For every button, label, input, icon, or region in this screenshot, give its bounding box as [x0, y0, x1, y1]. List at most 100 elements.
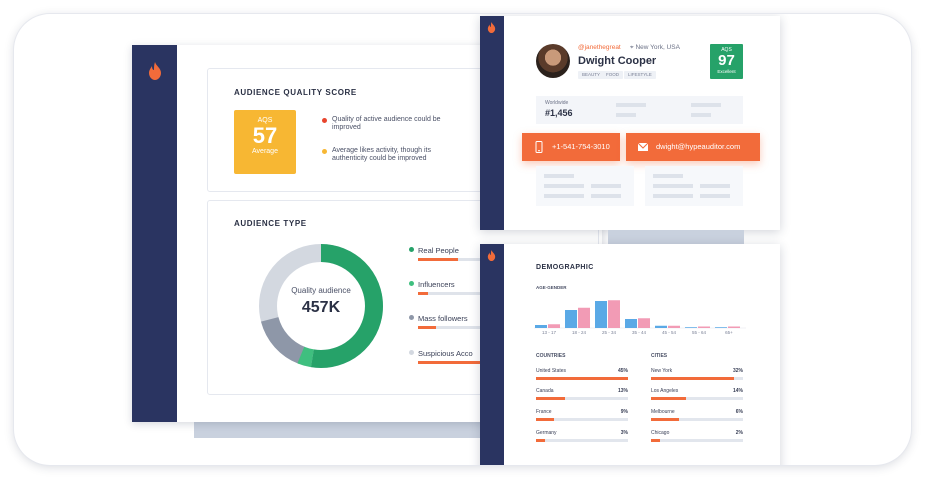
aqs-value: 97: [718, 52, 735, 69]
legend-bar-fill: [418, 292, 428, 295]
city-row: Chicago 2%: [651, 430, 743, 442]
country-name: Germany: [536, 430, 557, 436]
legend-label: Suspicious Acco: [418, 349, 473, 358]
country-row: Canada 13%: [536, 388, 628, 400]
legend-bar-fill: [418, 361, 482, 364]
yellow-dot-icon: [322, 149, 327, 154]
location-pin-icon: ⌖: [630, 44, 634, 51]
legend-label: Real People: [418, 246, 459, 255]
quality-note: Average likes activity, though its authe…: [322, 147, 452, 163]
aqs-value: 57: [252, 123, 278, 148]
avatar[interactable]: [536, 44, 570, 78]
age-bar: [668, 325, 680, 328]
profile-handle[interactable]: @janethegreat: [578, 44, 621, 51]
city-pct: 14%: [732, 388, 743, 394]
aqs-label: AQS: [257, 117, 273, 124]
city-row: New York 32%: [651, 368, 743, 380]
city-bar-fill: [651, 439, 661, 442]
demographic-card: DEMOGRAPHIC AGE·GENDER 13 - 17 18 - 24 25 …: [480, 244, 780, 465]
placeholder-block: [645, 166, 743, 206]
city-name: Melbourne: [651, 409, 675, 415]
age-bar: [578, 307, 590, 328]
demographic-sidebar: [480, 244, 504, 465]
aqs-score-badge: AQS 97 Excellent: [710, 44, 743, 79]
age-tick-label: 18 - 24: [571, 330, 586, 335]
aqs-label: AQS: [721, 47, 732, 53]
flame-logo-icon[interactable]: [148, 62, 162, 80]
donut-center-value: 457K: [301, 299, 341, 316]
profile-tag[interactable]: FOOD: [602, 71, 623, 79]
country-row: Germany 3%: [536, 430, 628, 442]
rank-value: #1,456: [545, 108, 573, 118]
placeholder-line: [653, 174, 683, 178]
country-bar-fill: [536, 397, 566, 400]
city-bar: [651, 377, 743, 380]
country-pct: 9%: [620, 409, 628, 415]
country-bar: [536, 377, 628, 380]
flame-logo-icon[interactable]: [487, 250, 496, 261]
age-bar: [685, 327, 697, 328]
legend-bar: [418, 361, 498, 364]
age-bar: [715, 327, 727, 328]
worldwide-rank: Worldwide #1,456: [536, 96, 743, 124]
quality-note: Quality of active audience could be impr…: [322, 116, 452, 132]
rank-label: Worldwide: [545, 100, 569, 106]
mail-icon: [638, 142, 648, 151]
placeholder-line: [591, 194, 621, 198]
profile-name: Dwight Cooper: [578, 55, 657, 67]
placeholder-line: [544, 174, 574, 178]
city-name: Chicago: [651, 430, 670, 436]
light-gray-dot-icon: [409, 350, 414, 355]
email-button[interactable]: dwight@hypeauditor.com: [626, 133, 760, 161]
country-bar: [536, 397, 628, 400]
placeholder-line: [691, 103, 721, 107]
age-tick-label: 13 - 17: [541, 330, 556, 335]
placeholder-line: [544, 184, 584, 188]
phone-button[interactable]: +1-541-754-3010: [522, 133, 620, 161]
city-row: Los Angeles 14%: [651, 388, 743, 400]
donut-center: Quality audience 457K: [256, 241, 386, 371]
age-bar: [565, 310, 577, 328]
donut-segment-real: [259, 244, 383, 368]
audience-donut-chart: [259, 244, 383, 368]
age-bar: [625, 319, 637, 328]
city-bar: [651, 397, 743, 400]
influencer-profile-card: @janethegreat ⌖ New York, USA Dwight Coo…: [480, 16, 780, 230]
aqs-rating: Average: [252, 148, 278, 155]
country-bar-fill: [536, 418, 555, 421]
legend-bar: [418, 292, 498, 295]
card-title: AUDIENCE TYPE: [234, 219, 307, 228]
country-pct: 13%: [617, 388, 628, 394]
city-bar-fill: [651, 418, 679, 421]
placeholder-line: [544, 194, 584, 198]
country-pct: 3%: [620, 430, 628, 436]
email-text: dwight@hypeauditor.com: [656, 142, 741, 151]
profile-location: ⌖ New York, USA: [630, 44, 680, 52]
placeholder-line: [700, 184, 730, 188]
legend-bar: [418, 326, 498, 329]
city-bar-fill: [651, 397, 686, 400]
country-pct: 45%: [617, 368, 628, 374]
aqs-score-badge: AQS 57 Average: [234, 110, 296, 174]
age-tick-label: 45 - 54: [661, 330, 676, 335]
placeholder-line: [591, 184, 621, 188]
country-bar-fill: [536, 439, 546, 442]
profile-tag[interactable]: LIFESTYLE: [624, 71, 656, 79]
age-bar: [638, 318, 650, 328]
legend-bar-fill: [418, 258, 458, 261]
age-tick-label: 65+: [725, 330, 733, 335]
age-tick-label: 55 - 64: [691, 330, 706, 335]
gray-dot-icon: [409, 315, 414, 320]
flame-logo-icon[interactable]: [487, 22, 496, 33]
age-gender-chart: [534, 300, 746, 329]
age-tick-label: 25 - 34: [601, 330, 616, 335]
placeholder-line: [700, 194, 730, 198]
phone-icon: [535, 141, 543, 153]
profile-tag[interactable]: BEAUTY: [578, 71, 605, 79]
sidebar: [132, 45, 177, 422]
red-dot-icon: [322, 118, 327, 123]
city-bar: [651, 418, 743, 421]
city-name: New York: [651, 368, 673, 374]
green-dot-icon: [409, 247, 414, 252]
card-title: AUDIENCE QUALITY SCORE: [234, 88, 357, 97]
